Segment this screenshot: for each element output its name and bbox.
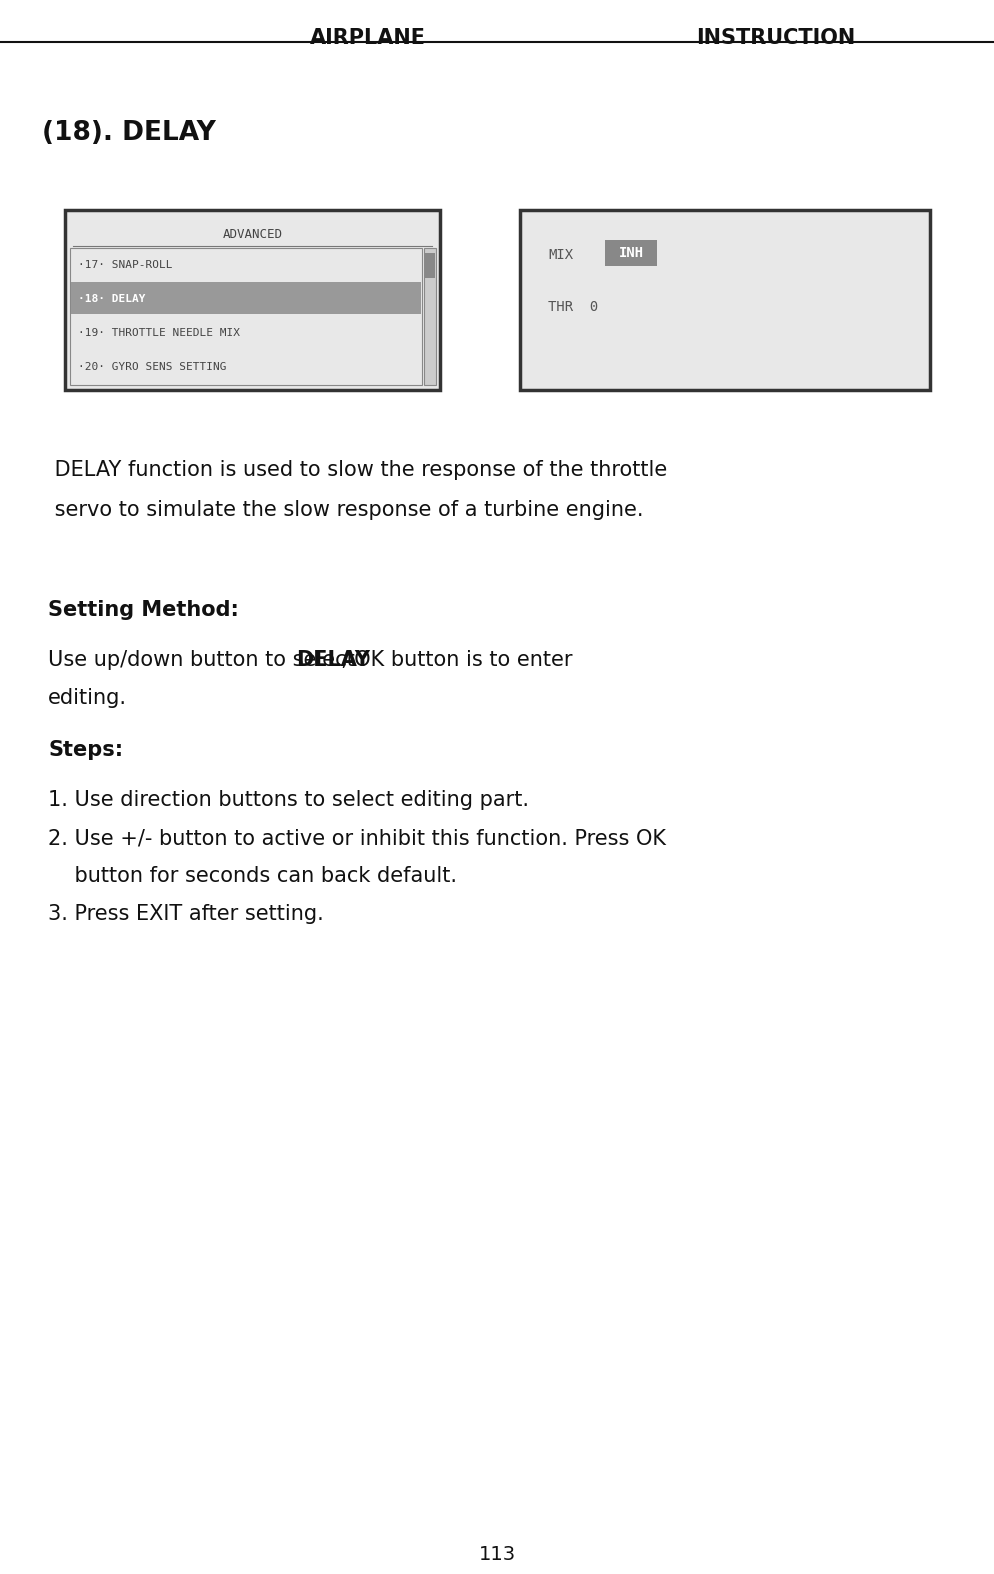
Text: 113: 113: [478, 1546, 516, 1565]
Text: INH: INH: [618, 246, 643, 260]
Text: ·19· THROTTLE NEEDLE MIX: ·19· THROTTLE NEEDLE MIX: [78, 327, 240, 338]
Text: servo to simulate the slow response of a turbine engine.: servo to simulate the slow response of a…: [48, 501, 643, 519]
Text: button for seconds can back default.: button for seconds can back default.: [48, 866, 456, 886]
Text: ·18· DELAY: ·18· DELAY: [78, 294, 145, 304]
Text: editing.: editing.: [48, 688, 127, 708]
Text: DELAY: DELAY: [295, 650, 370, 671]
Text: Setting Method:: Setting Method:: [48, 600, 239, 620]
Bar: [70, 249, 421, 386]
Text: Steps:: Steps:: [48, 740, 123, 760]
Text: THR  0: THR 0: [548, 301, 597, 313]
Text: ·17· SNAP-ROLL: ·17· SNAP-ROLL: [78, 260, 172, 271]
Bar: [423, 249, 435, 386]
Text: 3. Press EXIT after setting.: 3. Press EXIT after setting.: [48, 903, 323, 924]
Text: INSTRUCTION: INSTRUCTION: [696, 28, 855, 47]
Bar: [604, 239, 656, 266]
Bar: [424, 253, 434, 279]
Bar: [65, 209, 439, 390]
Text: ADVANCED: ADVANCED: [223, 228, 282, 241]
Text: , OK button is to enter: , OK button is to enter: [341, 650, 572, 671]
Text: AIRPLANE: AIRPLANE: [310, 28, 425, 47]
Text: Use up/down button to select: Use up/down button to select: [48, 650, 361, 671]
Text: 1. Use direction buttons to select editing part.: 1. Use direction buttons to select editi…: [48, 790, 529, 811]
Text: 2. Use +/- button to active or inhibit this function. Press OK: 2. Use +/- button to active or inhibit t…: [48, 828, 665, 848]
Bar: [520, 209, 929, 390]
Text: MIX: MIX: [548, 249, 573, 261]
Text: DELAY function is used to slow the response of the throttle: DELAY function is used to slow the respo…: [48, 460, 667, 480]
Text: (18). DELAY: (18). DELAY: [42, 120, 216, 146]
Text: ·20· GYRO SENS SETTING: ·20· GYRO SENS SETTING: [78, 362, 227, 371]
Bar: [71, 282, 420, 313]
